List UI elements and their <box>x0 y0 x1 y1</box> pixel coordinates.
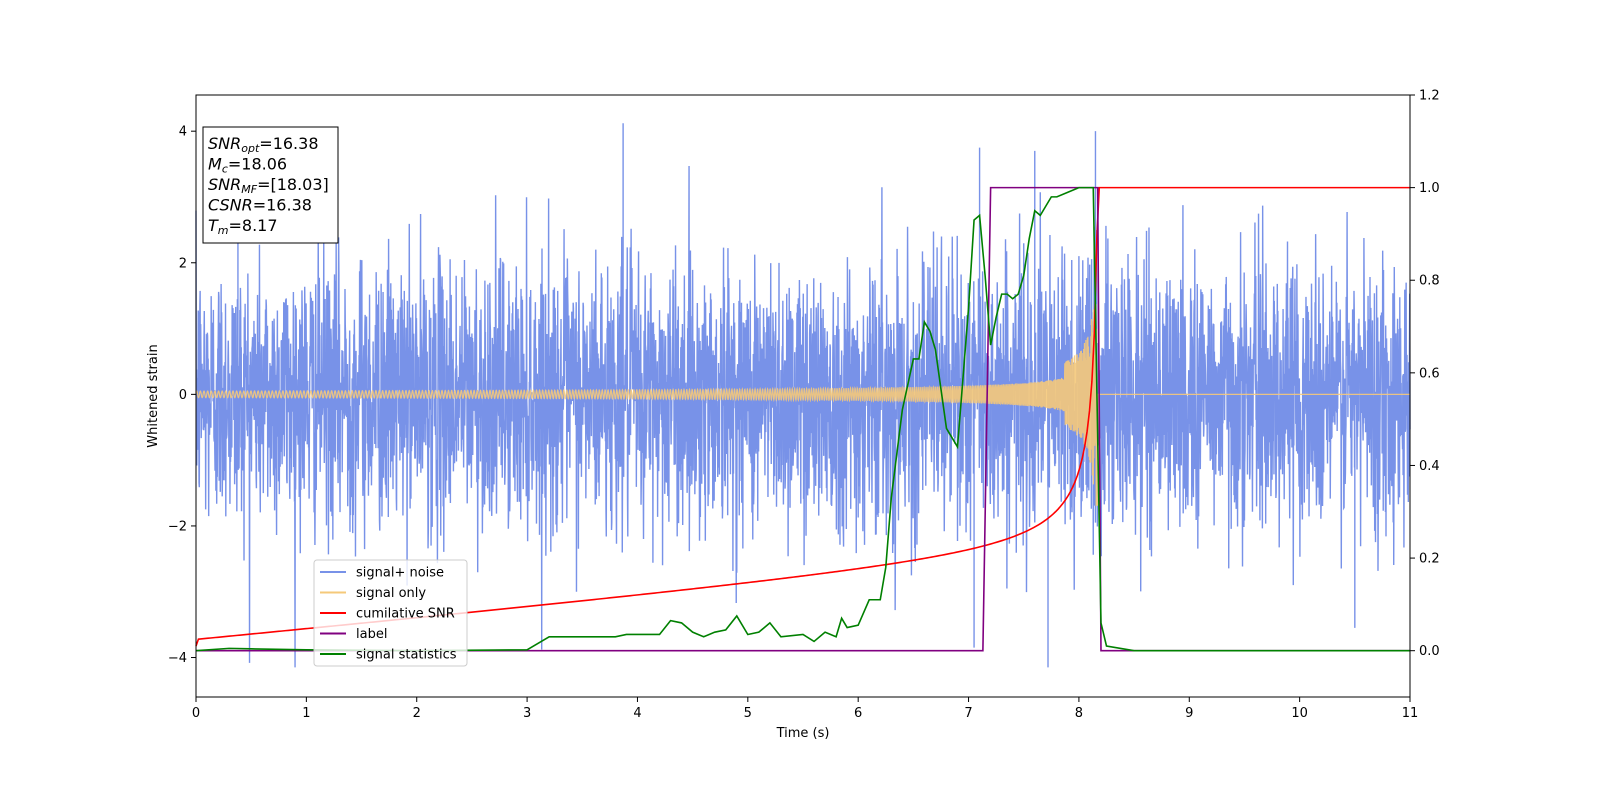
x-tick-label: 2 <box>413 706 421 721</box>
legend-label-text: label <box>356 627 387 642</box>
y-right-tick-label: 0.0 <box>1419 644 1440 659</box>
y-left-tick-label: 2 <box>179 256 187 271</box>
y-right-tick-label: 1.2 <box>1419 89 1440 104</box>
axes-layer: 0 1 2 3 4 5 6 7 8 9 10 11 Time (s) 4 2 0 −2 −4 Whitened st… <box>146 89 1440 742</box>
x-tick-label: 1 <box>302 706 310 721</box>
y-left-tick-label: 0 <box>179 388 187 403</box>
x-tick-label: 11 <box>1402 706 1419 721</box>
legend-signal-noise-text: signal+ noise <box>356 566 444 581</box>
legend-frame <box>313 559 468 667</box>
annotation-line: Mc=18.06 <box>208 155 287 176</box>
annotation-line: SNRopt=16.38 <box>208 134 319 155</box>
y-right-tick-label: 0.4 <box>1419 459 1440 474</box>
legend-signal-only-text: signal only <box>356 586 426 601</box>
signal-only-series <box>195 304 1410 506</box>
y-right-tick-label: 0.8 <box>1419 274 1440 289</box>
x-tick-label: 10 <box>1291 706 1308 721</box>
x-tick-label: 7 <box>964 706 972 721</box>
annotation-box: SNRopt=16.38Mc=18.06SNRMF=[18.03]CSNR=16… <box>202 126 339 244</box>
y-right-tick-label: 0.6 <box>1419 366 1440 381</box>
legend-signal-statistics-text: signal statistics <box>356 648 457 663</box>
x-axis-label: Time (s) <box>776 726 830 741</box>
signal-statistics-series <box>195 186 1410 652</box>
x-tick-label: 4 <box>633 706 641 721</box>
annotation-frame <box>202 126 339 244</box>
y-left-tick-label: −4 <box>168 651 187 666</box>
x-tick-label: 6 <box>854 706 862 721</box>
x-tick-label: 5 <box>744 706 752 721</box>
annotation-line: Tm=8.17 <box>208 216 278 237</box>
y-right-tick-label: 1.0 <box>1419 181 1440 196</box>
legend-cumulative-snr-text: cumilative SNR <box>356 607 455 622</box>
y-left-tick-label: 4 <box>179 125 187 140</box>
annotation-line: CSNR=16.38 <box>208 196 312 215</box>
x-tick-label: 0 <box>192 706 200 721</box>
x-tick-label: 3 <box>523 706 531 721</box>
plot-frame <box>195 94 1411 698</box>
y-left-tick-label: −2 <box>168 519 187 534</box>
annotation-line: SNRMF=[18.03] <box>208 175 329 196</box>
x-tick-label: 8 <box>1075 706 1083 721</box>
legend: signal+ noise signal only cumilative SNR la… <box>313 559 468 667</box>
y-right-tick-label: 0.2 <box>1419 552 1440 567</box>
x-tick-label: 9 <box>1185 706 1193 721</box>
y-left-axis-label: Whitened strain <box>146 344 161 447</box>
